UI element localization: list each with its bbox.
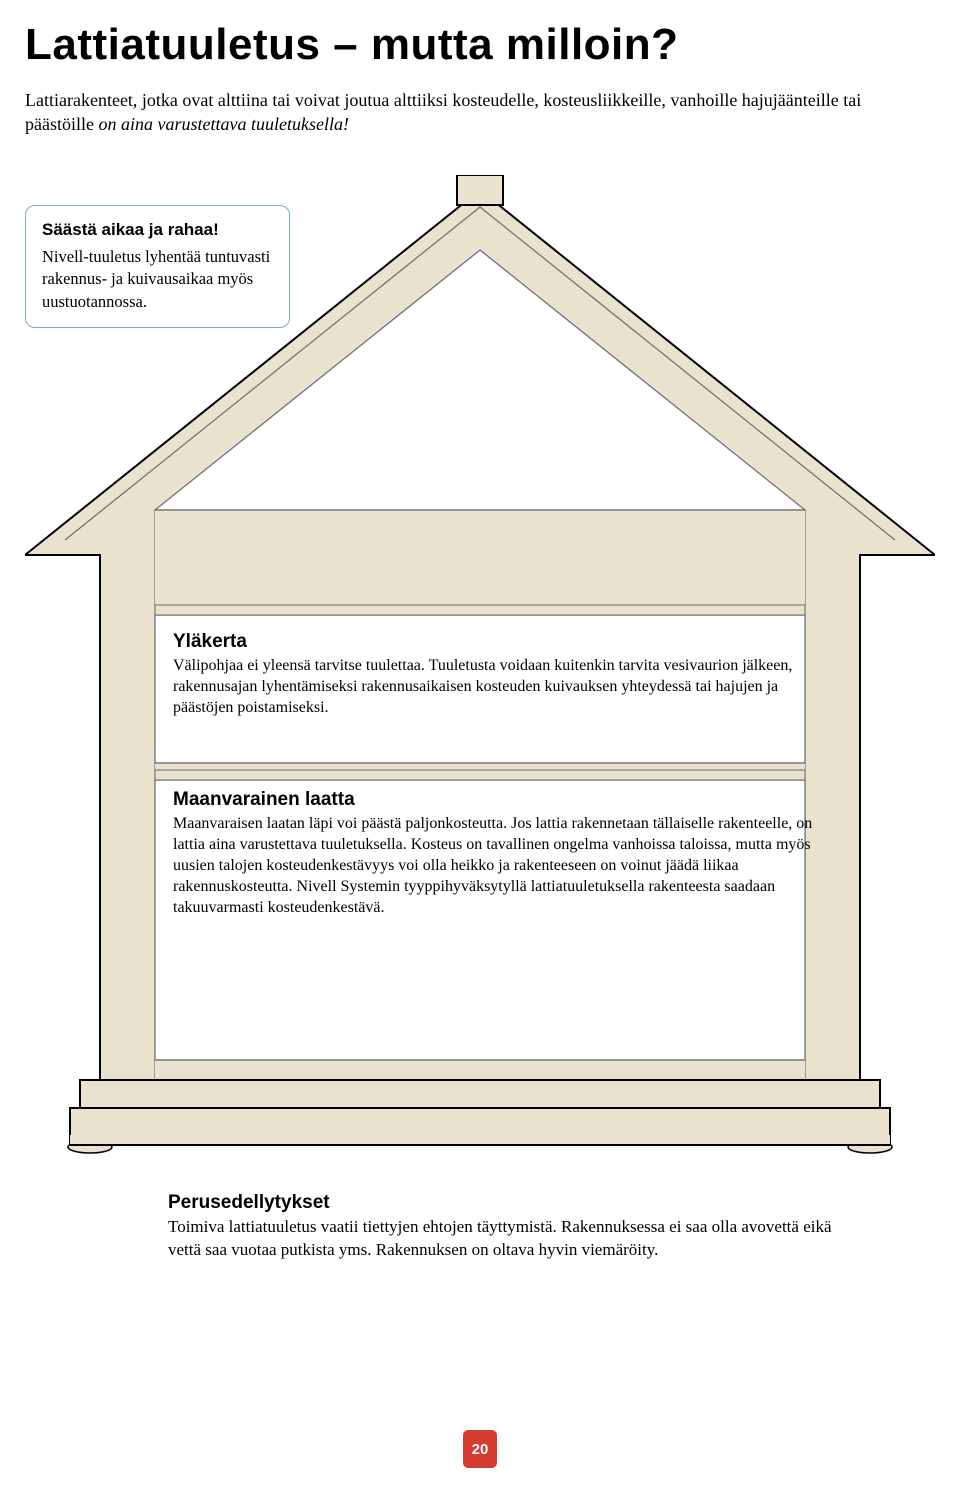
page-number: 20 [472,1441,489,1458]
page-number-badge: 20 [463,1430,497,1468]
callout-body: Nivell-tuuletus lyhentää tuntuvasti rake… [42,246,273,313]
upper-body: Välipohjaa ei yleensä tarvitse tuulettaa… [173,655,811,718]
middle-body: Maanvaraisen laatan läpi voi päästä palj… [173,813,831,919]
middle-heading: Maanvarainen laatta [173,789,831,811]
house-diagram: Säästä aikaa ja rahaa! Nivell-tuuletus l… [25,175,935,1175]
callout-box: Säästä aikaa ja rahaa! Nivell-tuuletus l… [25,205,290,328]
bottom-body: Toimiva lattiatuuletus vaatii tiettyjen … [168,1216,848,1262]
bottom-heading: Perusedellytykset [168,1192,848,1214]
callout-title: Säästä aikaa ja rahaa! [42,220,273,240]
intro-paragraph: Lattiarakenteet, jotka ovat alttiina tai… [25,88,905,137]
intro-emphasis: on aina varustettava tuuletuksella! [98,114,348,134]
upper-heading: Yläkerta [173,631,811,653]
prerequisites-block: Perusedellytykset Toimiva lattiatuuletus… [168,1192,848,1262]
page-title: Lattiatuuletus – mutta milloin? [25,20,935,70]
upper-floor-block: Yläkerta Välipohjaa ei yleensä tarvitse … [165,631,825,718]
ground-slab-block: Maanvarainen laatta Maanvaraisen laatan … [165,789,845,919]
